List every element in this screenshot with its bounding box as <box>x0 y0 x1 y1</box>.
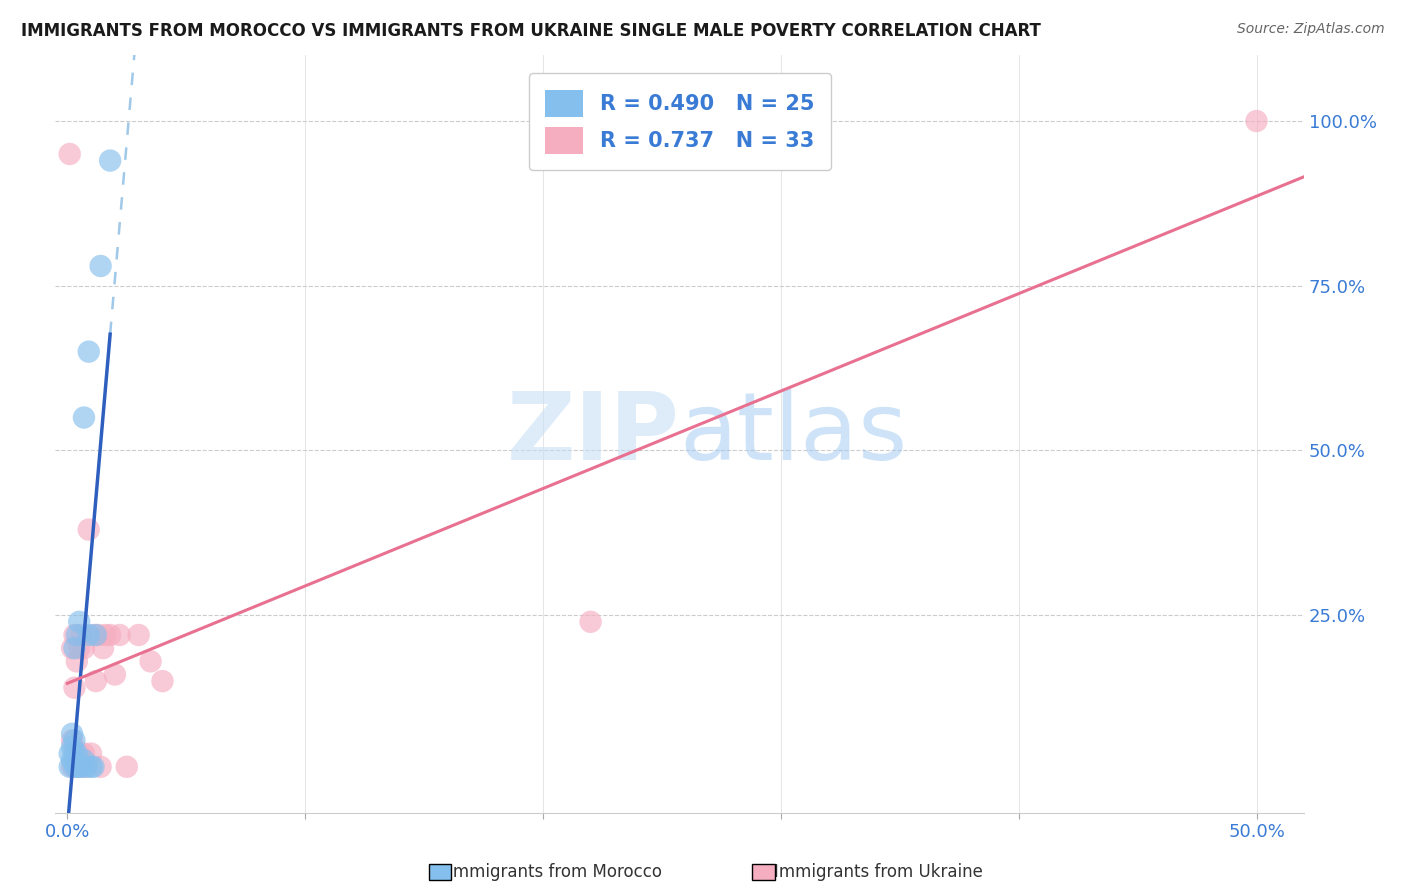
Text: Source: ZipAtlas.com: Source: ZipAtlas.com <box>1237 22 1385 37</box>
Point <box>67 615 90 629</box>
Point <box>128 628 150 642</box>
Point <box>75 760 97 774</box>
Point <box>60 753 83 767</box>
Point <box>63 760 86 774</box>
Point <box>84 628 107 642</box>
Point <box>98 628 121 642</box>
Point <box>73 641 96 656</box>
Point <box>67 641 90 656</box>
Point <box>75 760 97 774</box>
Point <box>59 147 82 161</box>
Point <box>98 153 121 168</box>
Text: ZIP: ZIP <box>508 388 679 480</box>
Text: Immigrants from Ukraine: Immigrants from Ukraine <box>775 863 983 881</box>
Point <box>77 344 100 359</box>
Text: IMMIGRANTS FROM MOROCCO VS IMMIGRANTS FROM UKRAINE SINGLE MALE POVERTY CORRELATI: IMMIGRANTS FROM MOROCCO VS IMMIGRANTS FR… <box>21 22 1040 40</box>
Point <box>82 628 104 642</box>
Point <box>60 641 83 656</box>
Point <box>63 747 86 761</box>
Point <box>63 733 86 747</box>
Text: Immigrants from Morocco: Immigrants from Morocco <box>449 863 662 881</box>
Point <box>87 628 110 642</box>
Point <box>77 523 100 537</box>
Point <box>84 674 107 689</box>
Point <box>63 628 86 642</box>
Point <box>66 760 89 774</box>
Point <box>77 628 100 642</box>
Point <box>63 747 86 761</box>
Point <box>59 747 82 761</box>
Point <box>73 410 96 425</box>
Point <box>152 674 174 689</box>
Point <box>66 628 89 642</box>
Text: atlas: atlas <box>679 388 908 480</box>
Point <box>60 760 83 774</box>
Point <box>108 628 131 642</box>
Point <box>80 747 103 761</box>
Point <box>73 747 96 761</box>
Point <box>70 628 93 642</box>
Point <box>91 641 114 656</box>
Point <box>104 667 127 681</box>
Point <box>63 681 86 695</box>
Point <box>67 760 90 774</box>
Point <box>94 628 117 642</box>
Point <box>73 753 96 767</box>
Point <box>66 747 89 761</box>
Point <box>60 733 83 747</box>
Point <box>82 760 104 774</box>
Point <box>90 259 112 273</box>
Legend: R = 0.490   N = 25, R = 0.737   N = 33: R = 0.490 N = 25, R = 0.737 N = 33 <box>529 73 831 170</box>
Point <box>70 760 93 774</box>
Point <box>66 760 89 774</box>
Point <box>70 760 93 774</box>
Point <box>80 760 103 774</box>
Point <box>115 760 138 774</box>
Point <box>1246 114 1268 128</box>
Point <box>90 760 112 774</box>
Point <box>59 760 82 774</box>
Point <box>67 747 90 761</box>
Point <box>66 654 89 668</box>
Point <box>63 641 86 656</box>
Point <box>579 615 602 629</box>
Point <box>60 727 83 741</box>
Point <box>60 739 83 754</box>
Point <box>139 654 162 668</box>
